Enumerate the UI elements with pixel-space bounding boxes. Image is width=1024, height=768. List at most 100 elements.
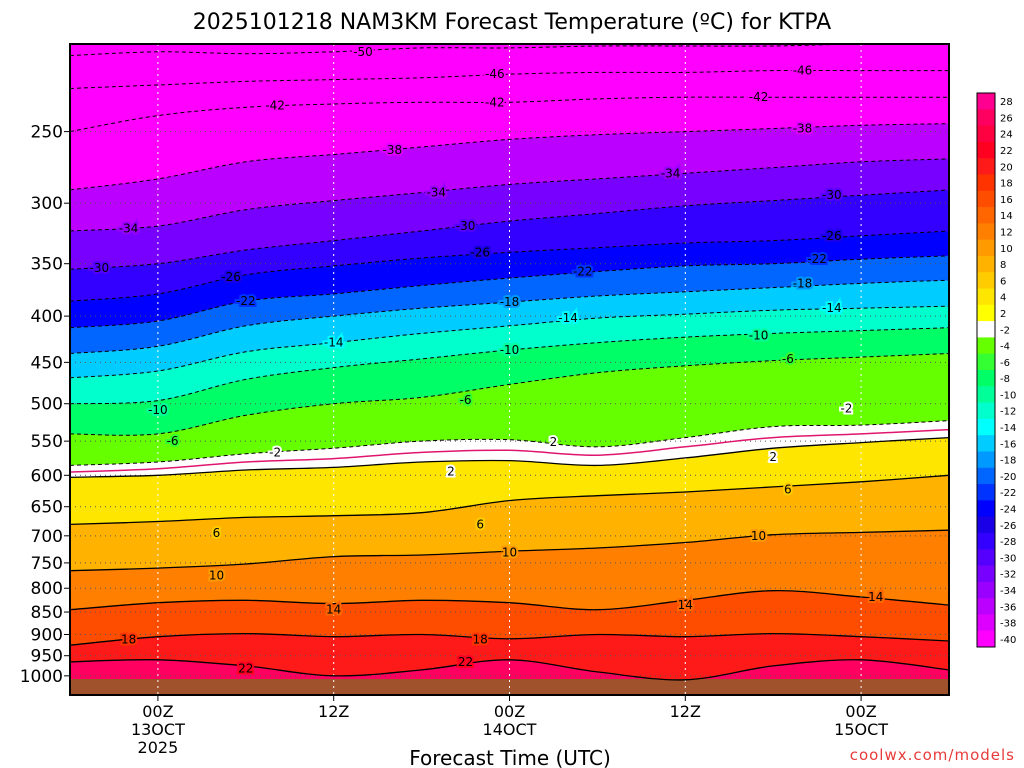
temperature-band — [70, 475, 949, 571]
colorbar-label: 28 — [1000, 97, 1013, 108]
pressure-tick-label: 550 — [31, 432, 63, 452]
contour-label: -14 — [558, 311, 578, 325]
source-credit: coolwx.com/models — [850, 746, 1015, 764]
contour-label: 6 — [784, 482, 792, 496]
pressure-tick-label: 400 — [31, 307, 63, 327]
contour-label: -34 — [426, 186, 446, 200]
contour-label: -42 — [485, 95, 505, 109]
contour-label: 2 — [447, 464, 455, 478]
colorbar-swatch — [977, 141, 995, 159]
contour-label: 10 — [751, 529, 766, 543]
colorbar-swatch — [977, 255, 995, 273]
colorbar-label: -18 — [1000, 456, 1016, 467]
colorbar-label: -16 — [1000, 439, 1016, 450]
contour-label: 18 — [473, 633, 488, 647]
colorbar-swatch — [977, 207, 995, 224]
contour-label: -34 — [661, 166, 681, 180]
contour-label: -26 — [470, 245, 490, 259]
colorbar-label: 2 — [1000, 309, 1006, 320]
colorbar-swatch — [977, 435, 995, 452]
colorbar-label: -14 — [1000, 423, 1016, 434]
contour-label: 2 — [550, 435, 558, 449]
pressure-tick-label: 700 — [31, 527, 63, 547]
colorbar-swatch — [977, 321, 995, 338]
time-tick-label: 13OCT — [131, 720, 185, 739]
time-tick-label: 00Z — [845, 702, 876, 721]
colorbar-label: 18 — [1000, 179, 1013, 190]
colorbar-swatch — [977, 484, 995, 501]
colorbar-label: -6 — [1000, 358, 1010, 369]
colorbar-swatch — [977, 239, 995, 257]
temperature-band — [70, 437, 949, 525]
temperature-band — [70, 70, 949, 132]
isotherm-line — [70, 529, 949, 572]
contour-label: -10 — [749, 328, 769, 342]
contour-label: -30 — [822, 188, 842, 202]
contour-label: 14 — [326, 603, 341, 617]
time-tick-label: 00Z — [142, 702, 173, 721]
colorbar-swatch — [977, 337, 995, 355]
colorbar-label: -32 — [1000, 570, 1016, 581]
time-tick-label: 00Z — [494, 702, 525, 721]
contour-label: -26 — [221, 270, 241, 284]
isotherm-line — [70, 69, 949, 89]
pressure-tick-label: 800 — [31, 579, 63, 599]
colorbar-label: 26 — [1000, 113, 1013, 124]
contour-label: -46 — [485, 67, 505, 81]
contour-label: -22 — [573, 264, 593, 278]
contour-label: -6 — [782, 352, 794, 366]
isotherm-line — [70, 436, 949, 478]
colorbar-swatch — [977, 565, 995, 583]
colorbar-label: -2 — [1000, 325, 1010, 336]
colorbar-label: -26 — [1000, 521, 1016, 532]
colorbar-label: 8 — [1000, 260, 1006, 271]
contour-label: -14 — [324, 336, 344, 350]
colorbar-swatch — [977, 109, 995, 127]
colorbar-swatch — [977, 272, 995, 290]
pressure-axis: 2503003504004505005506006507007508008509… — [20, 123, 70, 687]
time-tick-label: 15OCT — [834, 720, 888, 739]
isotherm-line — [70, 44, 949, 57]
pressure-tick-label: 850 — [31, 603, 63, 623]
pressure-tick-label: 500 — [31, 395, 63, 415]
colorbar-label: 24 — [1000, 130, 1013, 141]
temperature-band — [70, 255, 949, 354]
isotherm-line — [70, 590, 949, 611]
contour-label: -26 — [822, 229, 842, 243]
colorbar-swatch — [977, 304, 995, 322]
contour-label: -18 — [500, 295, 520, 309]
pressure-tick-label: 300 — [31, 194, 63, 214]
colorbar-label: 12 — [1000, 228, 1013, 239]
colorbar-swatch — [977, 418, 995, 436]
temperature-band — [70, 231, 949, 328]
contour-labels: -50 -46 -46 -42 -42 -42 -38 -38 -34 -34 -34 -30 -30 -… — [87, 43, 885, 678]
colorbar-label: -38 — [1000, 619, 1016, 630]
contour-label: 14 — [678, 598, 693, 612]
isotherm-line — [70, 255, 949, 329]
isotherm-line — [70, 230, 949, 302]
time-tick-label: 12Z — [670, 702, 701, 721]
time-tick-label: 2025 — [138, 738, 179, 757]
contour-label: 10 — [502, 545, 517, 559]
contour-label: -22 — [236, 294, 256, 308]
contour-label: 2 — [769, 450, 777, 464]
contour-label: 10 — [209, 568, 224, 582]
colorbar-label: -22 — [1000, 488, 1016, 499]
contour-label: 18 — [121, 633, 136, 647]
pressure-tick-label: 250 — [31, 123, 63, 143]
isotherm-contours — [70, 44, 949, 681]
colorbar-frame — [976, 92, 996, 648]
colorbar-label: -40 — [1000, 635, 1016, 646]
pressure-tick-label: 450 — [31, 353, 63, 373]
colorbar-swatch — [977, 386, 995, 404]
colorbar-label: 22 — [1000, 146, 1013, 157]
x-axis-label: Forecast Time (UTC) — [409, 746, 611, 768]
isotherm-line — [70, 279, 949, 354]
contour-label: -38 — [382, 143, 402, 157]
colorbar-label: -30 — [1000, 553, 1016, 564]
temperature-band — [70, 353, 949, 466]
colorbar-label: -20 — [1000, 472, 1016, 483]
temperature-band — [70, 280, 949, 378]
temperature-band — [70, 420, 949, 478]
